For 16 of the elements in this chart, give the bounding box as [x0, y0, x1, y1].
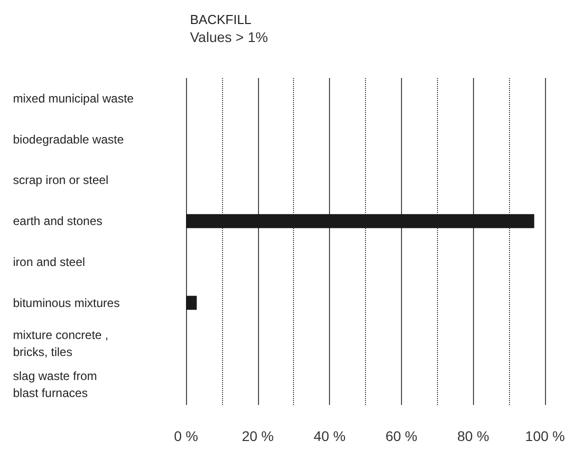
- x-tick-label: 0 %: [174, 428, 198, 444]
- y-tick-label: biodegradable waste: [13, 132, 124, 146]
- y-tick-label: slag waste from blast furnaces: [13, 369, 98, 400]
- x-tick-label: 40 %: [314, 428, 346, 444]
- y-tick-label: mixed municipal waste: [13, 91, 134, 106]
- chart-subtitle: Values > 1%: [190, 29, 268, 45]
- x-tick-label: 60 %: [385, 428, 418, 444]
- y-tick-label: bituminous mixtures: [13, 296, 120, 310]
- y-tick-label: earth and stones: [13, 214, 102, 228]
- y-tick-label: scrap iron or steel: [13, 173, 108, 188]
- y-tick-label: mixture concrete , bricks, tiles: [13, 328, 108, 360]
- chart-title: BACKFILL: [190, 12, 252, 27]
- x-tick-label: 100 %: [525, 428, 565, 444]
- x-tick-label: 80 %: [457, 428, 490, 444]
- x-tick-label: 20 %: [242, 428, 274, 444]
- y-tick-label: iron and steel: [13, 254, 86, 269]
